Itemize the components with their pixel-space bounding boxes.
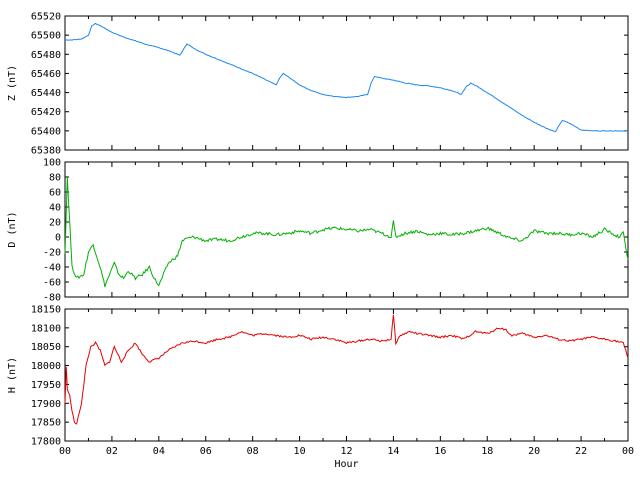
y-tick-label: 20 — [49, 218, 61, 229]
x-tick-label: 18 — [481, 446, 493, 457]
series-line — [64, 314, 629, 425]
y-tick-label: 65440 — [31, 88, 61, 99]
x-tick-label: 00 — [59, 446, 71, 457]
series-line — [65, 22, 629, 133]
y-tick-label: -40 — [43, 263, 61, 274]
y-tick-label: 18000 — [31, 361, 61, 372]
y-tick-label: 18100 — [31, 323, 61, 334]
x-tick-label: 10 — [294, 446, 306, 457]
series-line — [64, 177, 629, 288]
y-tick-label: 17850 — [31, 418, 61, 429]
z-panel: 65520 65500 65480 65460 65440 65420 65400 65380… — [7, 12, 629, 157]
y-axis-title: D (nT) — [7, 211, 18, 247]
y-tick-label: 65420 — [31, 107, 61, 118]
plot-frame — [64, 308, 629, 442]
plot-frame — [64, 15, 629, 151]
x-tick-label: 12 — [340, 446, 352, 457]
y-tick-label: 60 — [49, 188, 61, 199]
y-tick-label: 80 — [49, 173, 61, 184]
x-tick-label: 20 — [528, 446, 540, 457]
y-tick-label: 65380 — [31, 146, 61, 157]
y-tick-label: 65400 — [31, 126, 61, 137]
x-tick-label: 22 — [575, 446, 587, 457]
y-tick-label: -20 — [43, 248, 61, 259]
y-tick-label: 0 — [55, 233, 61, 244]
y-tick-label: 65460 — [31, 69, 61, 80]
y-tick-label: 18050 — [31, 342, 61, 353]
x-tick-label: 04 — [153, 446, 165, 457]
y-tick-label: -80 — [43, 293, 61, 304]
y-tick-label: 65480 — [31, 50, 61, 61]
h-panel: 18150 18100 18050 18000 17950 17900 17850 17800… — [7, 305, 629, 448]
x-tick-label: 02 — [106, 446, 118, 457]
y-tick-label: 17900 — [31, 399, 61, 410]
x-tick-label: 06 — [200, 446, 212, 457]
y-axis-title: Z (nT) — [7, 65, 18, 101]
y-tick-label: 100 — [43, 158, 61, 169]
y-tick-label: -60 — [43, 278, 61, 289]
x-tick-label: 16 — [434, 446, 446, 457]
y-tick-label: 18150 — [31, 305, 61, 316]
x-tick-label: 14 — [387, 446, 399, 457]
y-tick-label: 65500 — [31, 31, 61, 42]
y-tick-label: 17950 — [31, 380, 61, 391]
y-tick-label: 65520 — [31, 12, 61, 23]
x-tick-label: 08 — [247, 446, 259, 457]
y-tick-label: 40 — [49, 203, 61, 214]
y-tick-label: 17800 — [31, 437, 61, 448]
y-axis-title: H (nT) — [7, 357, 18, 393]
d-panel: 100 80 60 40 20 0 -20 -40 -60 -80 D (nT) — [7, 158, 629, 304]
x-tick-label: 00 — [622, 446, 634, 457]
x-axis-title: Hour — [334, 459, 358, 470]
